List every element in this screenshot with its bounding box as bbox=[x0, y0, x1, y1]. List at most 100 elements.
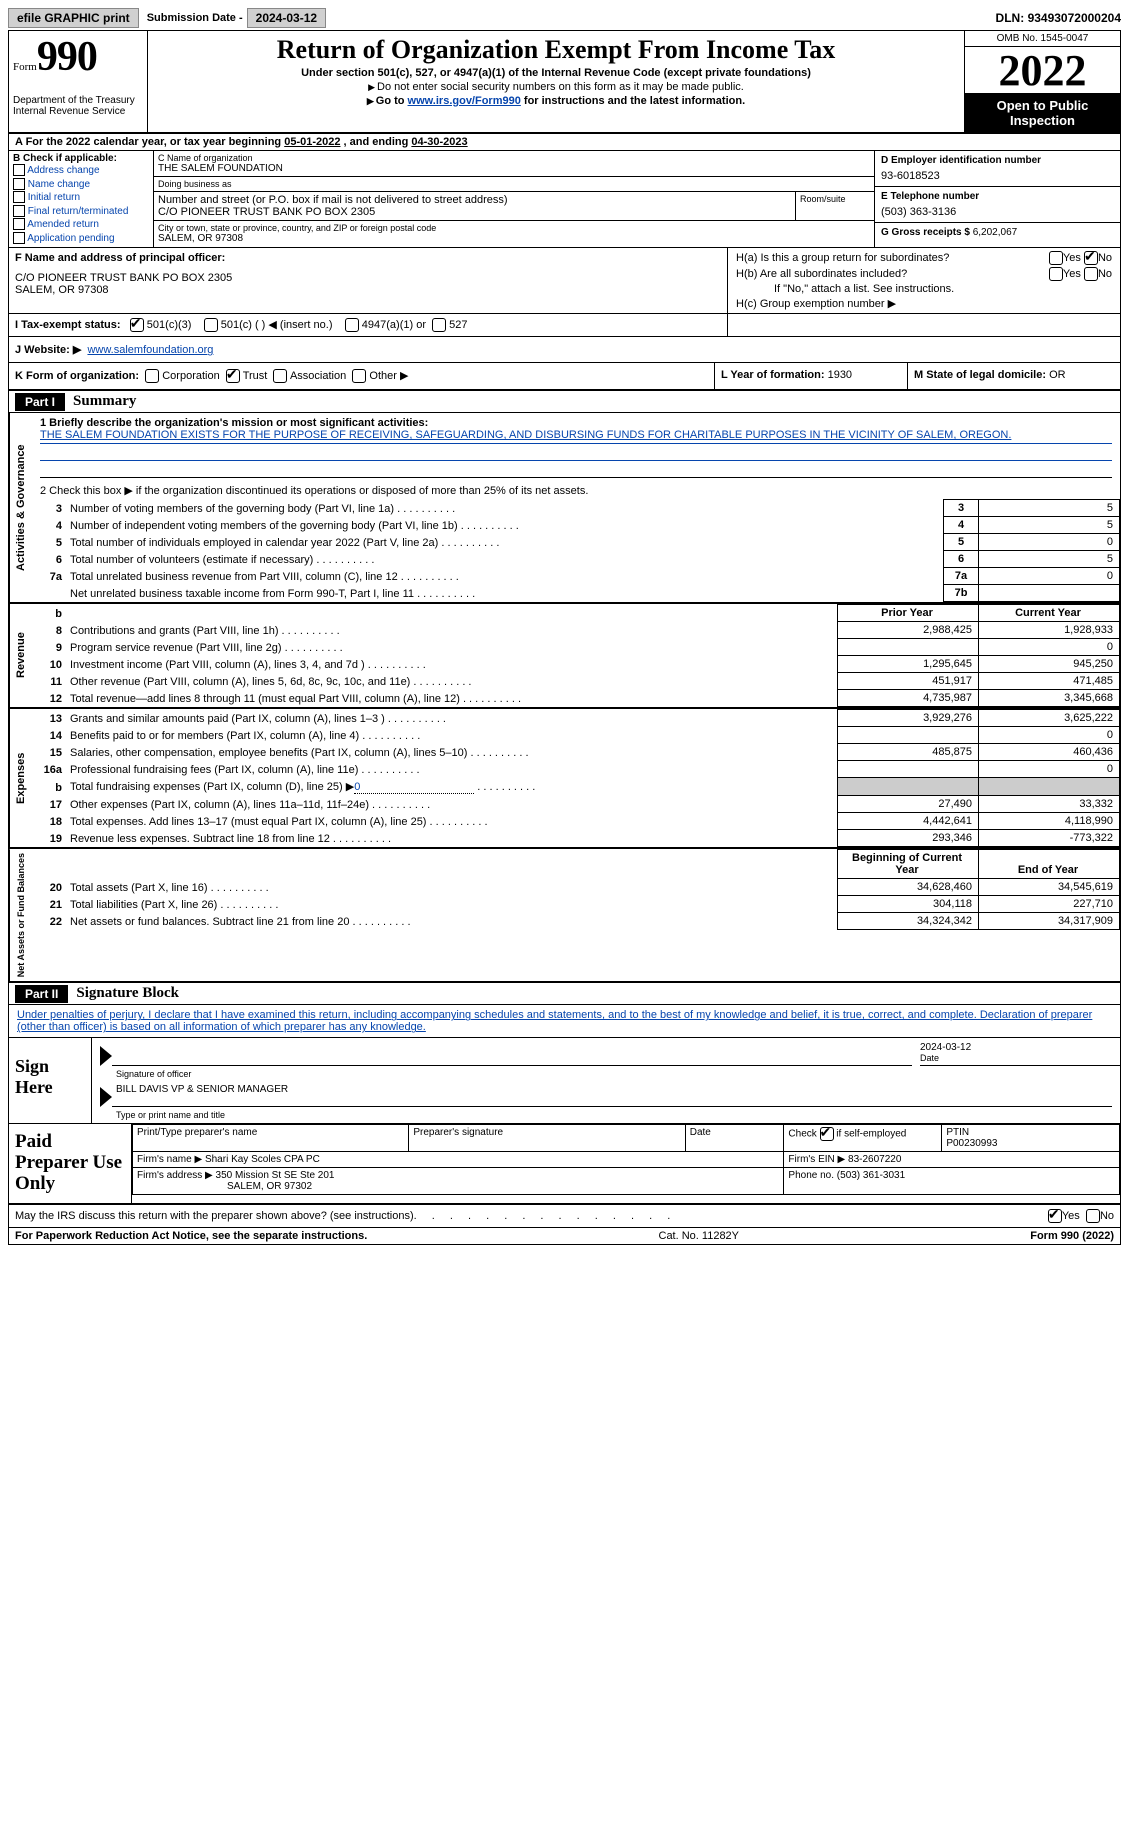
ha-no[interactable] bbox=[1084, 251, 1098, 265]
street-hint: Number and street (or P.O. box if mail i… bbox=[158, 194, 791, 206]
table-row: 12Total revenue—add lines 8 through 11 (… bbox=[32, 690, 1120, 707]
efile-print-button[interactable]: efile GRAPHIC print bbox=[8, 8, 139, 28]
m-label: M State of legal domicile: bbox=[914, 369, 1046, 381]
city-hint: City or town, state or province, country… bbox=[158, 223, 870, 233]
table-row: 9Program service revenue (Part VIII, lin… bbox=[32, 639, 1120, 656]
officer-name-field: BILL DAVIS VP & SENIOR MANAGER Type or p… bbox=[112, 1084, 1112, 1107]
tax-year: 2022 bbox=[965, 47, 1120, 94]
website-link[interactable]: www.salemfoundation.org bbox=[87, 344, 213, 356]
firm-addr-row: Firm's address ▶ 350 Mission St SE Ste 2… bbox=[133, 1168, 784, 1195]
table-header-row: Beginning of Current YearEnd of Year bbox=[32, 850, 1120, 879]
col-f-officer: F Name and address of principal officer:… bbox=[9, 248, 728, 313]
sign-here-label: Sign Here bbox=[9, 1038, 92, 1123]
pra-notice: For Paperwork Reduction Act Notice, see … bbox=[15, 1230, 367, 1242]
row-k-l-m: K Form of organization: Corporation Trus… bbox=[9, 363, 1120, 391]
table-row: 4Number of independent voting members of… bbox=[32, 517, 1120, 534]
j-label: J Website: ▶ bbox=[15, 344, 81, 356]
chevron-icon bbox=[100, 1046, 112, 1066]
table-row: 8Contributions and grants (Part VIII, li… bbox=[32, 622, 1120, 639]
chk-501c3[interactable] bbox=[130, 318, 144, 332]
side-label-expenses: Expenses bbox=[9, 709, 32, 847]
paid-preparer-label: Paid Preparer Use Only bbox=[9, 1124, 132, 1203]
hb-no[interactable] bbox=[1084, 267, 1098, 281]
table-row: 15Salaries, other compensation, employee… bbox=[32, 744, 1120, 761]
mission-block: 1 Briefly describe the organization's mi… bbox=[32, 413, 1120, 461]
chk-trust[interactable] bbox=[226, 369, 240, 383]
table-row: 10Investment income (Part VIII, column (… bbox=[32, 656, 1120, 673]
table-row: 7aTotal unrelated business revenue from … bbox=[32, 568, 1120, 585]
chk-corp[interactable] bbox=[145, 369, 159, 383]
table-row: 17Other expenses (Part IX, column (A), l… bbox=[32, 796, 1120, 813]
form-header: Form990 Department of the Treasury Inter… bbox=[9, 31, 1120, 134]
side-label-revenue: Revenue bbox=[9, 604, 32, 707]
table-row: 6Total number of volunteers (estimate if… bbox=[32, 551, 1120, 568]
row-f-h: F Name and address of principal officer:… bbox=[9, 248, 1120, 314]
table-row: 18Total expenses. Add lines 13–17 (must … bbox=[32, 813, 1120, 830]
table-row: 16aProfessional fundraising fees (Part I… bbox=[32, 761, 1120, 778]
discuss-row: May the IRS discuss this return with the… bbox=[9, 1205, 1120, 1228]
table-row: 11Other revenue (Part VIII, column (A), … bbox=[32, 673, 1120, 690]
chevron-icon bbox=[100, 1087, 112, 1107]
chk-501c[interactable] bbox=[204, 318, 218, 332]
officer-addr-1: C/O PIONEER TRUST BANK PO BOX 2305 bbox=[15, 272, 721, 284]
f-label: F Name and address of principal officer: bbox=[15, 252, 721, 264]
governance-table: 3Number of voting members of the governi… bbox=[32, 499, 1120, 602]
chk-527[interactable] bbox=[432, 318, 446, 332]
table-row: 20Total assets (Part X, line 16)34,628,4… bbox=[32, 879, 1120, 896]
net-assets-section: Net Assets or Fund Balances Beginning of… bbox=[9, 849, 1120, 983]
chk-other[interactable] bbox=[352, 369, 366, 383]
prep-self-emp: Check if self-employed bbox=[784, 1125, 942, 1152]
chk-final-return[interactable]: Final return/terminated bbox=[13, 205, 149, 219]
omb-number: OMB No. 1545-0047 bbox=[965, 31, 1120, 47]
chk-application-pending[interactable]: Application pending bbox=[13, 232, 149, 246]
col-d-e-g: D Employer identification number 93-6018… bbox=[874, 151, 1120, 247]
chk-initial-return[interactable]: Initial return bbox=[13, 191, 149, 205]
chk-self-employed[interactable] bbox=[820, 1127, 834, 1141]
submission-date-value[interactable]: 2024-03-12 bbox=[247, 8, 326, 28]
mission-text: THE SALEM FOUNDATION EXISTS FOR THE PURP… bbox=[40, 429, 1112, 444]
part-1-title: Summary bbox=[65, 391, 144, 412]
col-c-org-info: C Name of organization THE SALEM FOUNDAT… bbox=[154, 151, 874, 247]
chk-amended-return[interactable]: Amended return bbox=[13, 218, 149, 232]
section-b-c-d: B Check if applicable: Address change Na… bbox=[9, 151, 1120, 248]
officer-signature-field[interactable]: Signature of officer bbox=[112, 1043, 912, 1066]
phone-value: (503) 363-3136 bbox=[881, 206, 1114, 218]
side-label-net: Net Assets or Fund Balances bbox=[9, 849, 32, 981]
form-footer: Form 990 (2022) bbox=[1030, 1230, 1114, 1242]
activities-governance-section: Activities & Governance 1 Briefly descri… bbox=[9, 413, 1120, 604]
sign-here-block: Sign Here Signature of officer 2024-03-1… bbox=[9, 1038, 1120, 1124]
submission-date-label: Submission Date - bbox=[147, 12, 243, 24]
discuss-yes[interactable] bbox=[1048, 1209, 1062, 1223]
hb-yes[interactable] bbox=[1049, 267, 1063, 281]
row-j-website: J Website: ▶ www.salemfoundation.org bbox=[9, 337, 1120, 363]
hc-label: H(c) Group exemption number ▶ bbox=[736, 298, 896, 310]
header-right: OMB No. 1545-0047 2022 Open to PublicIns… bbox=[964, 31, 1120, 132]
b-label: B Check if applicable: bbox=[13, 153, 117, 164]
ha-label: H(a) Is this a group return for subordin… bbox=[736, 252, 949, 264]
table-row: 14Benefits paid to or for members (Part … bbox=[32, 727, 1120, 744]
prep-date-hdr: Date bbox=[685, 1125, 784, 1152]
paid-preparer-block: Paid Preparer Use Only Print/Type prepar… bbox=[9, 1124, 1120, 1205]
chk-name-change[interactable]: Name change bbox=[13, 178, 149, 192]
col-h-group: H(a) Is this a group return for subordin… bbox=[728, 248, 1120, 313]
form-subtitle-2: Do not enter social security numbers on … bbox=[154, 81, 958, 93]
discuss-no[interactable] bbox=[1086, 1209, 1100, 1223]
header-mid: Return of Organization Exempt From Incom… bbox=[148, 31, 964, 132]
chk-4947[interactable] bbox=[345, 318, 359, 332]
perjury-statement: Under penalties of perjury, I declare th… bbox=[9, 1005, 1120, 1038]
revenue-table: bPrior YearCurrent Year8Contributions an… bbox=[32, 604, 1120, 707]
firm-name-row: Firm's name ▶ Shari Kay Scoles CPA PC bbox=[133, 1152, 784, 1168]
table-row: 19Revenue less expenses. Subtract line 1… bbox=[32, 830, 1120, 847]
chk-assoc[interactable] bbox=[273, 369, 287, 383]
form-title: Return of Organization Exempt From Incom… bbox=[154, 35, 958, 65]
gross-label: G Gross receipts $ bbox=[881, 227, 970, 238]
open-to-public: Open to PublicInspection bbox=[965, 94, 1120, 132]
side-label-governance: Activities & Governance bbox=[9, 413, 32, 602]
table-row: 3Number of voting members of the governi… bbox=[32, 500, 1120, 517]
chk-address-change[interactable]: Address change bbox=[13, 164, 149, 178]
gross-value: 6,202,067 bbox=[973, 227, 1018, 238]
part-2-title: Signature Block bbox=[68, 983, 187, 1004]
irs-link[interactable]: www.irs.gov/Form990 bbox=[408, 95, 521, 107]
table-row: 13Grants and similar amounts paid (Part … bbox=[32, 710, 1120, 727]
ha-yes[interactable] bbox=[1049, 251, 1063, 265]
